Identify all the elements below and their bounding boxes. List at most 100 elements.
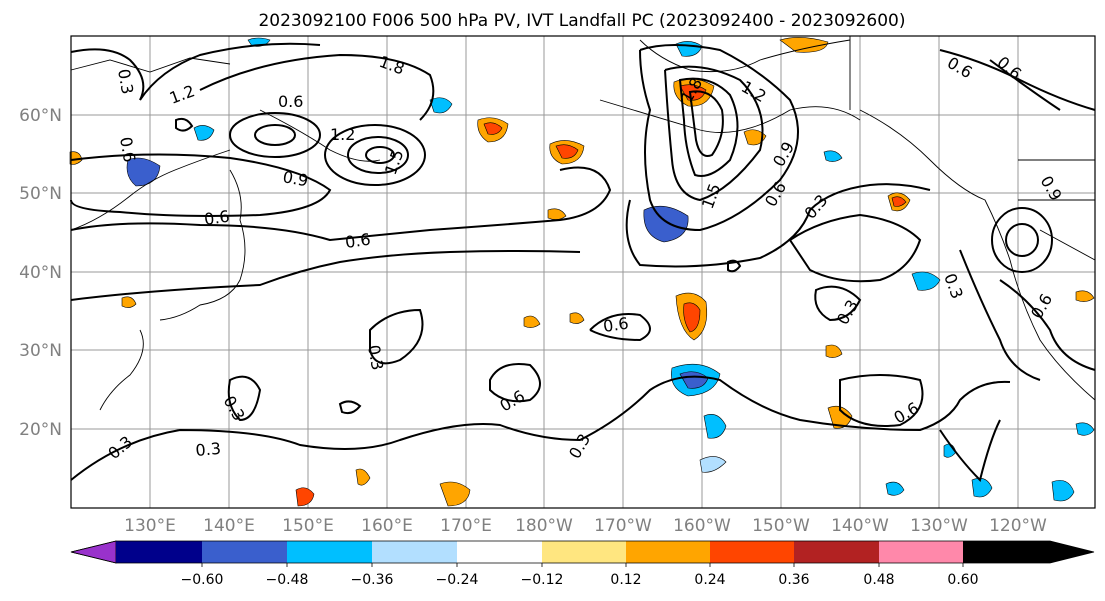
lon-label: 150°W xyxy=(752,516,810,536)
ivt-contours xyxy=(70,42,1096,482)
contour-0.6d xyxy=(625,183,931,268)
contour-label: 0.6 xyxy=(278,92,303,111)
contour-0.6i xyxy=(939,49,1096,111)
lon-label: 140°E xyxy=(203,516,255,536)
pv-patch xyxy=(555,144,579,159)
colorbar-segment xyxy=(287,541,372,563)
map-panel: 0.3 1.2 0.6 1.2 1.5 1.8 0.9 0.6 0.6 0.3 … xyxy=(69,35,1096,509)
lon-label: 160°W xyxy=(673,516,731,536)
pv-patch xyxy=(121,296,137,308)
pv-patch xyxy=(891,196,907,207)
colorbar-segment xyxy=(710,541,794,563)
contour-0.6e xyxy=(999,279,1096,371)
colorbar-segment xyxy=(202,541,287,563)
lon-label: 120°W xyxy=(989,516,1047,536)
pv-patch xyxy=(825,344,843,358)
contour-1.2e xyxy=(991,207,1053,273)
pv-patch xyxy=(1075,290,1095,302)
contour-0.3c xyxy=(369,308,424,365)
coastline-aleutians xyxy=(599,99,861,133)
figure-title: 2023092100 F006 500 hPa PV, IVT Landfall… xyxy=(258,11,905,31)
lat-label: 60°N xyxy=(19,106,62,126)
pv-patch xyxy=(683,302,701,333)
map-frame xyxy=(70,35,1096,509)
pv-patch xyxy=(523,315,541,328)
contour-small xyxy=(338,400,362,415)
contour-1.5 xyxy=(254,124,296,146)
pv-patch xyxy=(1075,422,1095,436)
contour-0.3d xyxy=(227,375,262,422)
contour-0.3b xyxy=(959,249,1041,381)
coastline-japan xyxy=(159,169,246,321)
coastline-china xyxy=(99,329,144,411)
contour-1.5d xyxy=(1005,223,1039,257)
graticule xyxy=(71,36,1095,508)
contour-0.9c xyxy=(664,65,764,202)
contour-1.2c xyxy=(139,42,321,101)
contour-0.3h xyxy=(70,48,145,101)
contour-label: 0.3 xyxy=(364,343,387,371)
colorbar-extend-max xyxy=(963,541,1094,563)
contour-label: 0.3 xyxy=(195,439,222,460)
colorbar-ticks xyxy=(201,563,964,567)
contour-0.9b xyxy=(199,53,435,121)
lon-label: 130°E xyxy=(124,516,176,536)
colorbar-segment xyxy=(457,541,542,563)
colorbar-segment xyxy=(794,541,879,563)
contour-1.5c xyxy=(688,90,724,157)
pv-patch xyxy=(355,468,371,486)
lon-label: 180°W xyxy=(515,516,573,536)
colorbar: −0.60 −0.48 −0.36 −0.24 −0.12 0.12 0.24 … xyxy=(70,540,1095,588)
pv-patch xyxy=(911,271,941,291)
coastline-siberia xyxy=(70,57,231,73)
contour-0.3e xyxy=(70,375,1011,481)
colorbar-outline xyxy=(70,540,1095,564)
contour-label: 0.6 xyxy=(203,207,231,229)
contour-small2 xyxy=(727,259,742,273)
pv-patch xyxy=(69,151,83,165)
contour-label: 0.6 xyxy=(344,230,372,252)
pv-patch xyxy=(699,456,727,473)
pv-patch xyxy=(643,205,689,243)
colorbar-tick-label: 0.60 xyxy=(947,572,978,588)
coastlines xyxy=(70,36,1096,411)
contour-1.8 xyxy=(365,146,395,164)
colorbar-tick-label: 0.48 xyxy=(863,572,894,588)
colorbar-segment xyxy=(626,541,710,563)
contour-label: 0.9 xyxy=(281,167,309,190)
lon-label: 150°E xyxy=(282,516,334,536)
colorbar-tick-label: −0.12 xyxy=(521,572,564,588)
contour-0.6 xyxy=(70,166,612,242)
contour-0.9d xyxy=(989,59,1061,111)
colorbar-segment xyxy=(116,541,202,563)
lon-label: 130°W xyxy=(910,516,968,536)
lat-label: 30°N xyxy=(19,341,62,361)
colorbar-segment xyxy=(372,541,457,563)
lat-label: 40°N xyxy=(19,263,62,283)
pv-patch xyxy=(703,414,727,439)
pv-patch xyxy=(295,487,315,507)
colorbar-tick-label: −0.48 xyxy=(266,572,309,588)
pv-patch xyxy=(885,481,905,496)
colorbar-tick-label: 0.36 xyxy=(778,572,809,588)
pv-patch xyxy=(779,37,829,53)
contour-1.2b xyxy=(324,124,426,186)
coastline-kamchatka xyxy=(259,109,381,162)
colorbar-tick-label: −0.24 xyxy=(436,572,479,588)
colorbar-tick-label: −0.60 xyxy=(181,572,224,588)
contour-1.2 xyxy=(229,112,321,158)
pv-patch xyxy=(483,122,503,135)
lat-label: 20°N xyxy=(19,420,62,440)
pv-patch xyxy=(547,208,567,220)
pv-patch xyxy=(569,312,585,324)
contour-0.6b xyxy=(70,250,581,301)
lon-label: 160°E xyxy=(361,516,413,536)
lat-label: 50°N xyxy=(19,184,62,204)
colorbar-tick-label: 0.24 xyxy=(694,572,725,588)
pv-patch xyxy=(823,150,843,162)
contour-0.6f xyxy=(589,313,651,342)
pv-patch xyxy=(743,129,767,146)
pv-patch xyxy=(1051,480,1075,502)
latitude-labels: 60°N 50°N 40°N 30°N 20°N xyxy=(19,106,62,440)
